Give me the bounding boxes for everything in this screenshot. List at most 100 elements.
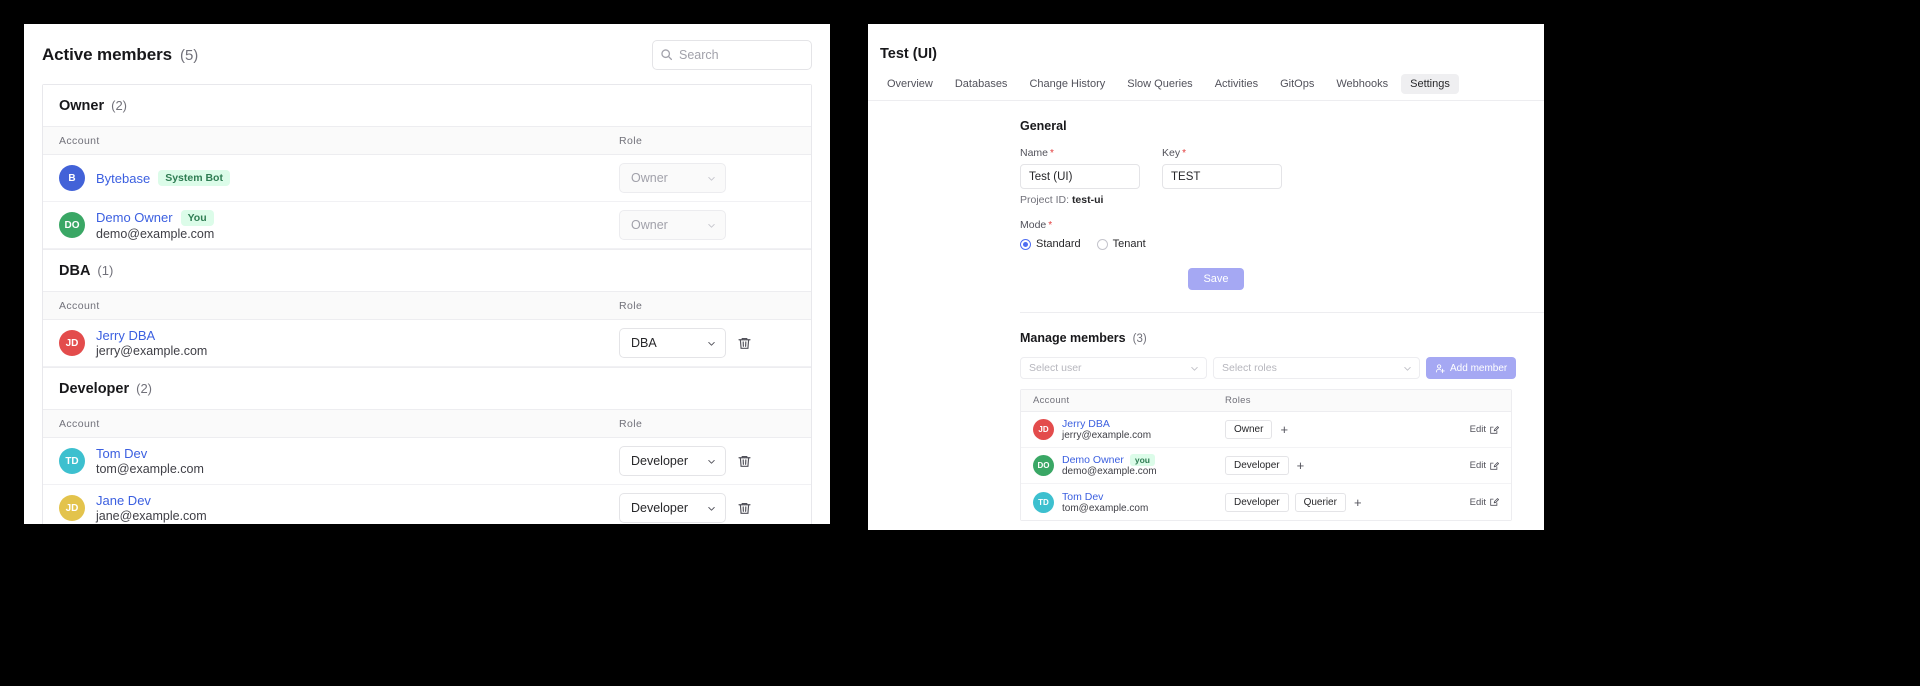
member-role-cell: DBA [619, 328, 795, 358]
edit-member-button[interactable]: Edit [1470, 424, 1499, 435]
select-roles-dropdown[interactable]: Select roles [1213, 357, 1420, 379]
settings-body: General Name * Project ID: test-ui Key [868, 101, 1544, 530]
role-chip[interactable]: Developer [1225, 456, 1289, 475]
member-account-cell: DO Demo Owner You demo@example.com [59, 203, 619, 248]
radio-button[interactable] [1020, 238, 1031, 250]
member-name[interactable]: Tom Dev [96, 446, 148, 461]
member-group-header: Owner (2) [43, 85, 811, 127]
member-name[interactable]: Jerry DBA [1062, 418, 1110, 430]
chevron-down-icon [706, 338, 717, 349]
table-row: B Bytebase System Bot Owner [43, 155, 811, 202]
group-title: Owner (2) [59, 98, 795, 114]
avatar: DO [1033, 455, 1054, 476]
avatar: TD [59, 448, 85, 474]
role-select[interactable]: Developer [619, 446, 726, 476]
delete-member-button[interactable] [736, 453, 752, 469]
member-nameline: Jerry DBA [1062, 418, 1151, 430]
tab-webhooks[interactable]: Webhooks [1336, 78, 1389, 90]
role-chip[interactable]: Developer [1225, 492, 1289, 512]
member-group-header: Developer (2) [43, 367, 811, 410]
group-name: DBA [59, 263, 91, 279]
name-input[interactable] [1020, 164, 1140, 189]
role-chip[interactable]: Querier [1294, 492, 1346, 512]
column-header-role: Role [619, 134, 643, 147]
key-field-group: Key * [1162, 147, 1282, 206]
mode-block: Mode * Standard Tenant [1020, 219, 1544, 250]
member-nameline: Jane Dev [96, 493, 207, 508]
role-select[interactable]: Developer [619, 493, 726, 523]
member-nameline: Jerry DBA [96, 328, 207, 343]
role-select[interactable]: DBA [619, 328, 726, 358]
member-email: demo@example.com [96, 226, 215, 241]
member-nameline: Bytebase System Bot [96, 170, 230, 186]
manage-members-column-headers: Account Roles [1021, 390, 1511, 412]
member-info: Bytebase System Bot [96, 170, 230, 186]
project-settings-panel: Test (UI) Overview Databases Change Histor… [868, 24, 1544, 530]
radio-button[interactable] [1096, 238, 1108, 250]
member-email: demo@example.com [1062, 466, 1157, 477]
delete-member-button[interactable] [736, 335, 752, 351]
search-box[interactable] [652, 40, 812, 70]
member-nameline: Demo Owner you [1062, 454, 1157, 466]
tab-settings[interactable]: Settings [1401, 74, 1459, 94]
edit-member-button[interactable]: Edit [1470, 497, 1499, 508]
add-role-button[interactable]: + [1353, 494, 1362, 510]
page-title: Active members (5) [42, 45, 198, 65]
column-header-role: Role [619, 299, 643, 312]
member-nameline: Tom Dev [96, 446, 204, 461]
tab-activities[interactable]: Activities [1214, 78, 1259, 90]
edit-pencil-icon [1489, 497, 1499, 507]
tab-slow-queries[interactable]: Slow Queries [1127, 78, 1193, 90]
manage-members-rows: JD Jerry DBA jerry@example.com Owner + Edit DO… [1021, 412, 1511, 520]
member-name[interactable]: Jerry DBA [96, 328, 156, 343]
section-divider [1020, 312, 1544, 313]
member-name[interactable]: Demo Owner [96, 210, 173, 225]
tab-databases[interactable]: Databases [954, 78, 1008, 90]
member-name[interactable]: Bytebase [96, 170, 151, 186]
radio-label: Tenant [1112, 238, 1146, 250]
key-input[interactable] [1162, 164, 1282, 189]
mode-option-standard[interactable]: Standard [1020, 238, 1081, 250]
member-name[interactable]: Tom Dev [1062, 490, 1104, 503]
add-role-button[interactable]: + [1280, 422, 1289, 437]
manage-members-count: (3) [1132, 333, 1147, 345]
member-account-cell: TD Tom Dev tom@example.com [59, 439, 619, 483]
tab-change-history[interactable]: Change History [1029, 78, 1106, 90]
member-name[interactable]: Demo Owner [1062, 454, 1124, 466]
members-column-headers: Account Role [43, 410, 811, 438]
member-account-cell: DO Demo Owner you demo@example.com [1033, 454, 1225, 477]
group-count: (2) [111, 98, 128, 113]
tab-gitops[interactable]: GitOps [1280, 78, 1315, 90]
manage-members-controls: Select user Select roles [1020, 357, 1544, 379]
member-name[interactable]: Jane Dev [96, 493, 151, 508]
required-asterisk-key: * [1182, 147, 1186, 159]
mode-option-tenant[interactable]: Tenant [1096, 238, 1146, 250]
project-title: Test (UI) [880, 46, 937, 62]
add-member-label: Add member [1450, 362, 1508, 374]
search-input[interactable] [652, 40, 812, 70]
table-row: JD Jane Dev jane@example.com Developer [43, 485, 811, 524]
role-select-value: Owner [631, 218, 668, 232]
status-badge: System Bot [158, 170, 230, 186]
chevron-down-icon [706, 173, 717, 184]
edit-member-button[interactable]: Edit [1470, 460, 1499, 471]
name-label-wrap: Name * [1020, 147, 1140, 159]
mode-label-wrap: Mode * [1020, 219, 1544, 231]
member-email: jerry@example.com [1062, 430, 1152, 441]
column-header-account: Account [59, 417, 100, 430]
role-select: Owner [619, 163, 726, 193]
add-member-button[interactable]: Add member [1426, 357, 1517, 379]
avatar: TD [1033, 491, 1054, 513]
add-role-button[interactable]: + [1296, 458, 1305, 473]
select-user-dropdown[interactable]: Select user [1020, 357, 1207, 379]
group-count: (1) [97, 263, 114, 278]
select-roles-placeholder: Select roles [1222, 362, 1277, 374]
delete-member-button[interactable] [736, 500, 752, 516]
save-button[interactable]: Save [1188, 268, 1244, 290]
role-chip[interactable]: Owner [1225, 420, 1273, 439]
tab-overview[interactable]: Overview [887, 78, 933, 90]
group-name: Owner [59, 98, 105, 114]
member-role-cell: Developer [619, 446, 795, 476]
member-nameline: Demo Owner You [96, 209, 214, 226]
